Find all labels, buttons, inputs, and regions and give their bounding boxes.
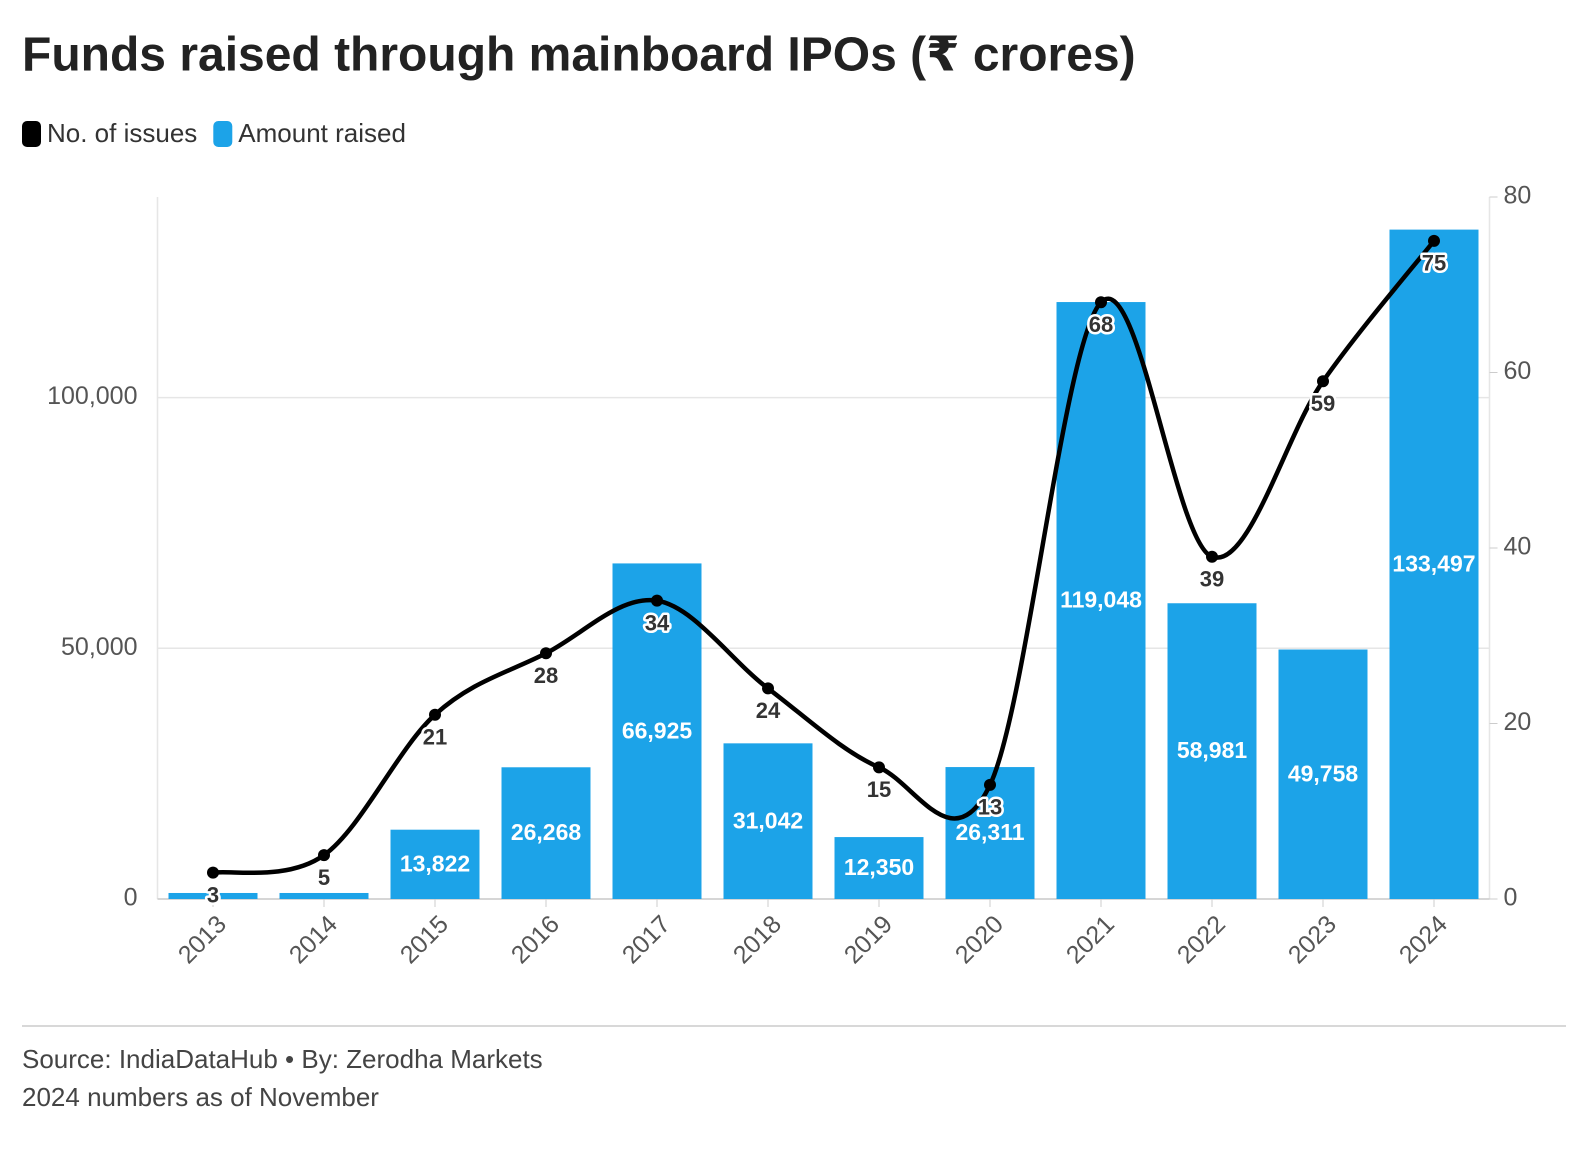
bar-value-label: 13,822 — [400, 850, 470, 876]
x-tick-label: 2018 — [728, 910, 787, 969]
x-tick-label: 2021 — [1061, 910, 1120, 969]
line-value-label: 39 — [1200, 567, 1224, 592]
legend-label: No. of issues — [47, 118, 197, 148]
line-value-label: 24 — [756, 698, 781, 723]
y-tick-label: 50,000 — [61, 633, 137, 661]
x-tick-label: 2015 — [395, 910, 454, 969]
note: 2024 numbers as of November — [22, 1082, 379, 1112]
x-tick-label: 2023 — [1283, 910, 1342, 969]
y2-tick-label: 80 — [1504, 182, 1532, 210]
x-tick-label: 2020 — [950, 910, 1009, 969]
line-point — [873, 761, 885, 773]
line-point — [318, 849, 330, 861]
bar-value-label: 12,350 — [844, 854, 914, 880]
line-value-label: 21 — [423, 725, 447, 750]
line-point — [762, 682, 774, 694]
bar-value-label: 133,497 — [1392, 550, 1475, 576]
line-value-label: 5 — [318, 865, 330, 890]
x-tick-label: 2013 — [173, 910, 232, 969]
x-tick-label: 2022 — [1172, 910, 1231, 969]
line-point — [540, 647, 552, 659]
bar — [280, 893, 369, 899]
x-tick-label: 2016 — [506, 910, 565, 969]
line-value-label: 34 — [645, 610, 670, 635]
line-point — [1095, 296, 1107, 308]
chart-title: Funds raised through mainboard IPOs (₹ c… — [22, 29, 1136, 82]
line-value-label: 59 — [1311, 391, 1335, 416]
bar-value-label: 66,925 — [622, 717, 693, 743]
line-value-label: 3 — [207, 882, 219, 907]
bar-value-label: 119,048 — [1060, 587, 1142, 613]
x-tick-label: 2014 — [284, 910, 343, 969]
bar-value-label: 26,311 — [955, 819, 1024, 845]
line-value-label: 68 — [1089, 312, 1113, 337]
line-point — [1428, 235, 1440, 247]
bar-value-label: 26,268 — [511, 819, 582, 845]
y2-tick-label: 20 — [1504, 708, 1532, 736]
y-tick-label: 0 — [124, 884, 138, 912]
legend-swatch — [22, 121, 41, 147]
legend-swatch — [213, 121, 232, 147]
line-point — [207, 867, 219, 879]
y-tick-label: 100,000 — [47, 382, 137, 410]
x-tick-label: 2024 — [1394, 910, 1453, 969]
line-point — [984, 779, 996, 791]
line-value-label: 15 — [867, 777, 891, 802]
line-value-label: 13 — [978, 795, 1002, 820]
line-value-label: 28 — [534, 663, 558, 688]
x-tick-label: 2017 — [617, 910, 676, 969]
x-tick-label: 2019 — [839, 910, 898, 969]
bar-value-label: 31,042 — [733, 807, 803, 833]
line-point — [1317, 375, 1329, 387]
bar-value-label: 49,758 — [1288, 760, 1359, 786]
bar-value-label: 58,981 — [1177, 737, 1248, 763]
y2-tick-label: 0 — [1504, 884, 1518, 912]
line-point — [1206, 551, 1218, 563]
y2-tick-label: 60 — [1504, 357, 1532, 385]
bars — [169, 230, 1479, 899]
source: Source: IndiaDataHub • By: Zerodha Marke… — [22, 1044, 543, 1074]
line-point — [651, 595, 663, 607]
legend-label: Amount raised — [238, 118, 406, 148]
y2-tick-label: 40 — [1504, 533, 1532, 561]
line-value-label: 75 — [1422, 251, 1446, 276]
line-point — [429, 709, 441, 721]
